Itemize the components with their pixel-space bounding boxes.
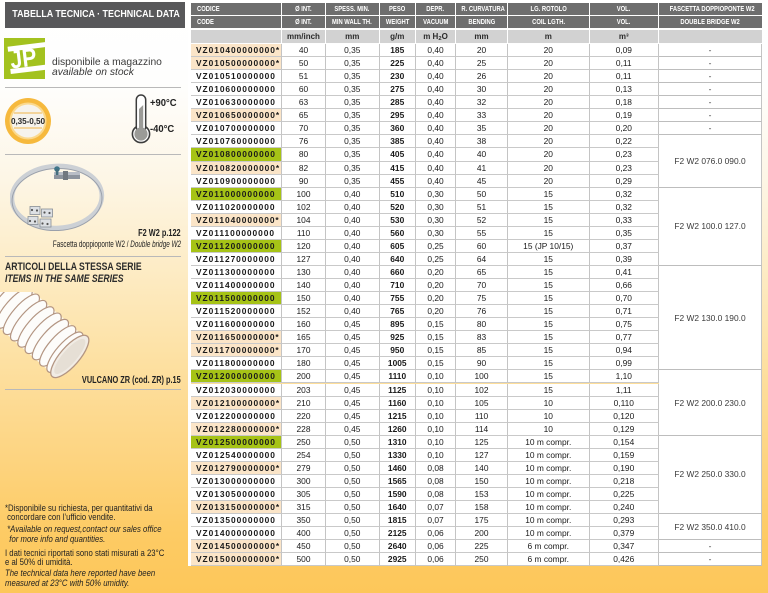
svg-text:JP: JP xyxy=(9,44,39,75)
svg-text:0,35-0,50: 0,35-0,50 xyxy=(11,117,45,126)
